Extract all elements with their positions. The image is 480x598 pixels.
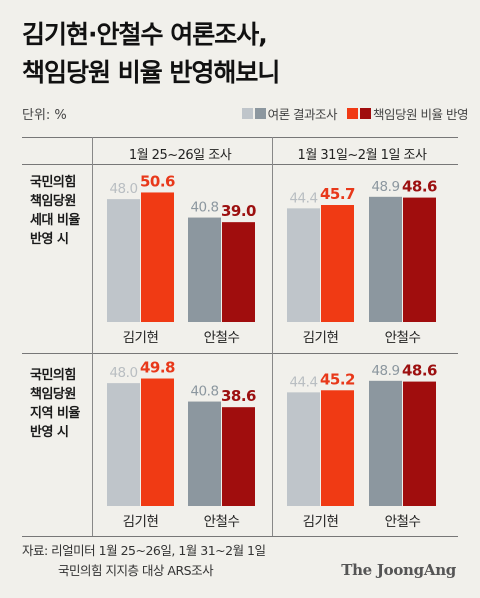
data-label-weighted: 49.8 [140,359,175,377]
data-label-poll: 48.0 [109,365,137,381]
row-label-line: 국민의힘 [30,368,76,383]
data-label-weighted: 48.6 [402,362,437,380]
bar-weighted [141,378,174,506]
bar-poll [188,217,221,322]
title-line-1: 김기현·안철수 여론조사, [22,20,268,49]
row-label-region: 국민의힘 책임당원 지역 비율 반영 시 [30,366,80,442]
legend-item-weighted: 책임당원 비율 반영 [347,104,468,123]
data-label-poll: 48.9 [371,179,399,195]
data-label-poll: 48.9 [371,363,399,379]
bar-poll [287,208,320,322]
data-label-poll: 44.4 [289,190,317,206]
legend-label-poll: 여론 결과조사 [267,107,338,122]
bar-poll [107,199,140,322]
category-label: 김기현 [303,514,339,530]
legend-label-weighted: 책임당원 비율 반영 [373,107,468,122]
bar-weighted [403,197,436,322]
row-label-line: 반영 시 [30,232,69,247]
legend-swatch-poll-ahn [254,108,266,119]
category-label: 안철수 [385,330,421,346]
legend-swatch-poll-kim [241,108,253,119]
data-label-weighted: 39.0 [221,202,256,220]
bar-weighted [321,390,354,506]
category-label: 안철수 [204,514,240,530]
legend-swatch-weighted-kim [347,108,359,119]
title-line-2: 책임당원 비율 반영해보니 [22,58,280,87]
source-line-2: 국민의힘 지지층 대상 ARS조사 [58,563,214,578]
footer-rule [22,536,458,537]
bar-poll [369,196,402,322]
row-label-line: 국민의힘 [30,175,76,190]
row-label-line: 세대 비율 [30,213,80,228]
bar-poll [107,383,140,506]
category-label: 안철수 [204,330,240,346]
category-label: 안철수 [385,514,421,530]
period-label-1: 1월 25~26일 조사 [128,148,232,163]
data-label-poll: 44.4 [289,374,317,390]
bar-weighted [141,192,174,322]
data-label-weighted: 45.2 [320,370,355,388]
legend-swatch-weighted-ahn [360,108,372,119]
legend: 여론 결과조사 책임당원 비율 반영 [232,104,468,123]
unit-label: 단위: % [22,108,67,123]
data-label-poll: 40.8 [190,200,218,216]
data-label-poll: 48.0 [109,181,137,197]
column-separator-left [92,137,93,536]
data-label-weighted: 45.7 [320,185,355,203]
bar-poll [188,401,221,506]
row-label-line: 반영 시 [30,425,69,440]
data-label-poll: 40.8 [190,384,218,400]
period-label-2: 1월 31일~2월 1일 조사 [297,148,427,163]
category-label: 김기현 [303,330,339,346]
bar-poll [369,380,402,506]
bar-weighted [321,205,354,322]
legend-item-poll: 여론 결과조사 [241,104,338,123]
row-label-generation: 국민의힘 책임당원 세대 비율 반영 시 [30,173,80,249]
data-label-weighted: 50.6 [140,172,175,190]
brand-logo: The JoongAng [341,561,456,579]
row-label-line: 책임당원 [30,387,76,402]
panel-divider [22,353,458,354]
row-label-line: 책임당원 [30,194,76,209]
bar-poll [287,392,320,506]
category-label: 김기현 [123,330,159,346]
data-label-weighted: 38.6 [221,387,256,405]
bar-weighted [403,381,436,506]
row-label-line: 지역 비율 [30,406,80,421]
chart-title: 김기현·안철수 여론조사, 책임당원 비율 반영해보니 [22,16,280,92]
source-note: 자료: 리얼미터 1월 25~26일, 1월 31~2월 1일 국민의힘 지지층… [22,541,266,581]
bar-weighted [222,407,255,506]
category-label: 김기현 [123,514,159,530]
column-separator-mid [272,137,273,536]
source-line-1: 자료: 리얼미터 1월 25~26일, 1월 31~2월 1일 [22,543,266,558]
data-label-weighted: 48.6 [402,178,437,196]
header-rule-top [22,137,458,138]
header-rule-bottom [22,164,458,165]
bar-weighted [222,222,255,322]
